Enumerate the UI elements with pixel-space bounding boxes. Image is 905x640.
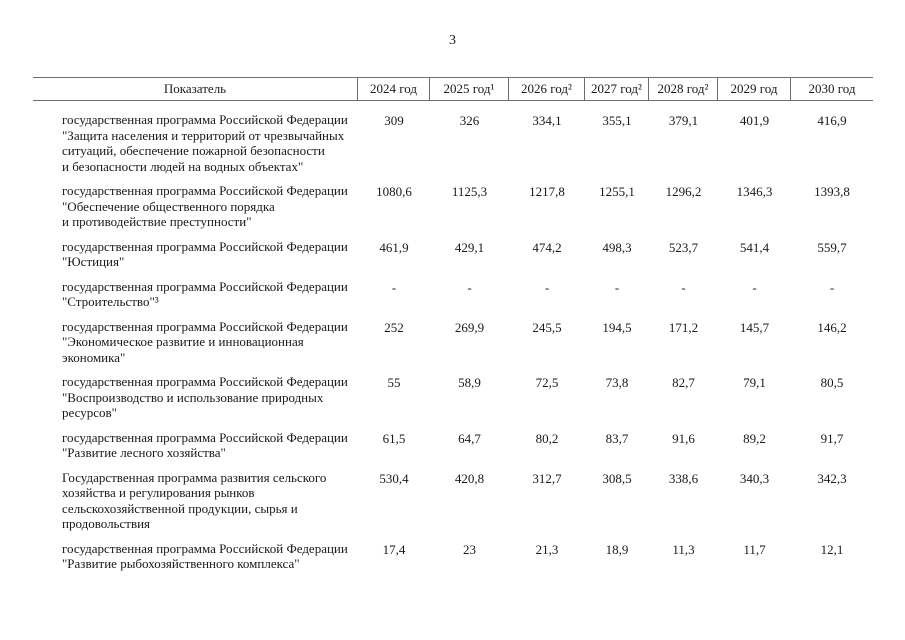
row-value: - (752, 279, 757, 295)
table-row: государственная программа Российской Фед… (33, 279, 873, 310)
header-cell-year-2026: 2026 год² (509, 78, 585, 100)
row-value: 1217,8 (529, 184, 565, 199)
row-value: 145,7 (739, 319, 770, 335)
row-value: 1255,1 (599, 184, 635, 199)
row-value: 194,5 (602, 319, 632, 335)
row-value: 83,7 (605, 430, 629, 446)
row-value: 11,3 (672, 541, 695, 557)
row-value: - (544, 279, 550, 295)
table-row: государственная программа Российской Фед… (33, 239, 873, 270)
row-value: 252 (384, 319, 404, 335)
row-label: государственная программа Российской Фед… (62, 238, 348, 270)
table-row: государственная программа Российской Фед… (33, 374, 873, 421)
row-value: 17,4 (382, 541, 406, 557)
row-value: 309 (384, 113, 404, 128)
header-cell-year-2027: 2027 год² (585, 78, 649, 100)
header-cell-indicator: Показатель (33, 78, 358, 100)
header-cell-year-2029: 2029 год (718, 78, 791, 100)
row-value: 355,1 (602, 113, 632, 128)
table-row: Государственная программа развития сельс… (33, 470, 873, 532)
row-value: 334,1 (532, 113, 562, 128)
row-value: 420,8 (454, 470, 485, 486)
row-value: 11,7 (743, 541, 766, 557)
row-value: - (681, 279, 686, 295)
row-value: 269,9 (454, 319, 485, 335)
row-label: Государственная программа развития сельс… (62, 469, 327, 532)
row-value: 82,7 (672, 375, 695, 390)
page-number: 3 (449, 33, 456, 48)
row-value: 1296,2 (665, 184, 702, 199)
row-value: 245,5 (532, 319, 562, 335)
row-value: 73,8 (605, 375, 629, 390)
table-row: государственная программа Российской Фед… (33, 430, 873, 461)
table-row: государственная программа Российской Фед… (33, 541, 873, 572)
row-value: 1346,3 (736, 184, 773, 199)
row-value: - (614, 279, 620, 295)
table-row: государственная программа Российской Фед… (33, 112, 873, 174)
row-value: 340,3 (739, 470, 770, 486)
row-value: 1125,3 (451, 184, 488, 199)
row-value: 64,7 (458, 430, 481, 446)
row-value: 23 (463, 541, 476, 557)
row-value: 308,5 (602, 470, 632, 486)
row-value: 80,2 (535, 430, 559, 446)
row-value: 12,1 (820, 541, 844, 557)
row-label: государственная программа Российской Фед… (62, 278, 348, 310)
row-value: 312,7 (532, 470, 562, 486)
row-value: 541,4 (739, 239, 770, 255)
row-value: 72,5 (535, 375, 559, 390)
row-value: 18,9 (605, 541, 629, 557)
row-value: 80,5 (820, 375, 844, 390)
row-label: государственная программа Российской Фед… (62, 318, 348, 365)
row-label: государственная программа Российской Фед… (62, 112, 348, 174)
row-value: 1393,8 (814, 184, 850, 199)
row-value: 338,6 (668, 470, 699, 486)
table-row: государственная программа Российской Фед… (33, 183, 873, 230)
row-value: 58,9 (458, 375, 481, 390)
row-value: 429,1 (454, 239, 485, 255)
row-value: 523,7 (668, 239, 699, 255)
row-value: 21,3 (535, 541, 559, 557)
header-cell-year-2024: 2024 год (358, 78, 430, 100)
row-label: государственная программа Российской Фед… (62, 183, 348, 229)
row-value: 401,9 (739, 113, 770, 128)
row-value: 461,9 (379, 239, 409, 255)
header-cell-year-2028: 2028 год² (649, 78, 718, 100)
header-cell-year-2025: 2025 год¹ (430, 78, 509, 100)
row-value: 416,9 (817, 113, 847, 128)
row-value: 91,7 (820, 430, 844, 446)
header-cell-year-2030: 2030 год (808, 81, 856, 96)
row-value: - (829, 279, 835, 295)
table-body: государственная программа Российской Фед… (33, 101, 873, 572)
row-value: 171,2 (668, 319, 699, 335)
row-value: 61,5 (382, 430, 406, 446)
row-value: 379,1 (668, 113, 699, 128)
row-value: 474,2 (532, 239, 562, 255)
row-value: 1080,6 (376, 184, 412, 199)
row-label: государственная программа Российской Фед… (62, 374, 348, 420)
row-value: 530,4 (379, 470, 409, 486)
row-value: 559,7 (817, 239, 847, 255)
row-value: 146,2 (817, 319, 847, 335)
row-value: 342,3 (817, 470, 847, 486)
table-row: государственная программа Российской Фед… (33, 319, 873, 366)
row-value: - (391, 279, 397, 295)
row-value: 91,6 (672, 430, 695, 446)
budget-table: Показатель 2024 год 2025 год¹ 2026 год² … (33, 77, 873, 572)
row-value: - (467, 279, 472, 295)
row-value: 326 (459, 113, 480, 128)
row-label: государственная программа Российской Фед… (62, 540, 348, 572)
row-value: 79,1 (743, 375, 766, 390)
row-value: 498,3 (602, 239, 632, 255)
row-label: государственная программа Российской Фед… (62, 429, 348, 461)
row-value: 55 (387, 375, 401, 390)
table-header-row: Показатель 2024 год 2025 год¹ 2026 год² … (33, 77, 873, 101)
row-value: 89,2 (743, 430, 766, 446)
